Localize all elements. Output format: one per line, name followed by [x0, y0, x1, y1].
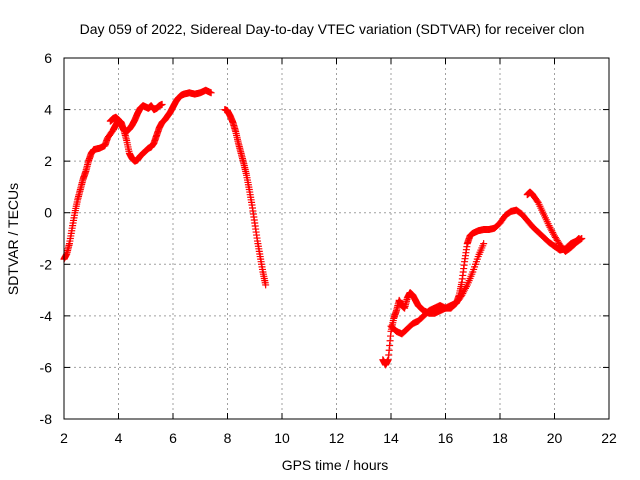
data-point — [262, 281, 270, 289]
x-tick-label: 14 — [383, 430, 399, 446]
y-axis-label: SDTVAR / TECUs — [5, 183, 21, 295]
x-tick-label: 6 — [169, 430, 177, 446]
y-tick-label: -8 — [40, 411, 53, 427]
data-point — [158, 100, 166, 108]
x-tick-label: 12 — [329, 430, 345, 446]
y-tick-label: 0 — [44, 205, 52, 221]
grid-lines — [64, 58, 609, 419]
series-segment-3 — [221, 106, 270, 289]
y-tick-label: -2 — [40, 256, 53, 272]
x-tick-label: 18 — [492, 430, 508, 446]
chart-title: Day 059 of 2022, Sidereal Day-to-day VTE… — [80, 21, 585, 37]
y-tick-label: -6 — [40, 359, 53, 375]
x-tick-label: 10 — [274, 430, 290, 446]
tick-labels: 2 4 6 8 10 12 14 16 18 20 22 -8 -6 -4 -2 0 2 4 6 — [40, 50, 617, 446]
series-segment-5 — [387, 240, 488, 338]
series-segment-2 — [106, 100, 166, 135]
x-tick-label: 16 — [438, 430, 454, 446]
x-tick-label: 4 — [115, 430, 123, 446]
x-tick-label: 22 — [601, 430, 617, 446]
x-tick-label: 8 — [224, 430, 232, 446]
data-point — [207, 89, 215, 97]
data-point — [577, 235, 585, 243]
data-point — [578, 235, 586, 242]
plot-frame — [63, 57, 610, 420]
y-tick-label: 2 — [44, 153, 52, 169]
data-points — [60, 86, 586, 369]
data-point — [480, 240, 488, 248]
y-tick-label: 6 — [44, 50, 52, 66]
y-tick-label: 4 — [44, 102, 52, 118]
x-tick-label: 2 — [60, 430, 68, 446]
series-segment-6 — [523, 188, 586, 255]
data-point — [462, 283, 470, 291]
x-tick-label: 20 — [547, 430, 563, 446]
x-axis-label: GPS time / hours — [282, 457, 389, 473]
y-tick-label: -4 — [40, 308, 53, 324]
